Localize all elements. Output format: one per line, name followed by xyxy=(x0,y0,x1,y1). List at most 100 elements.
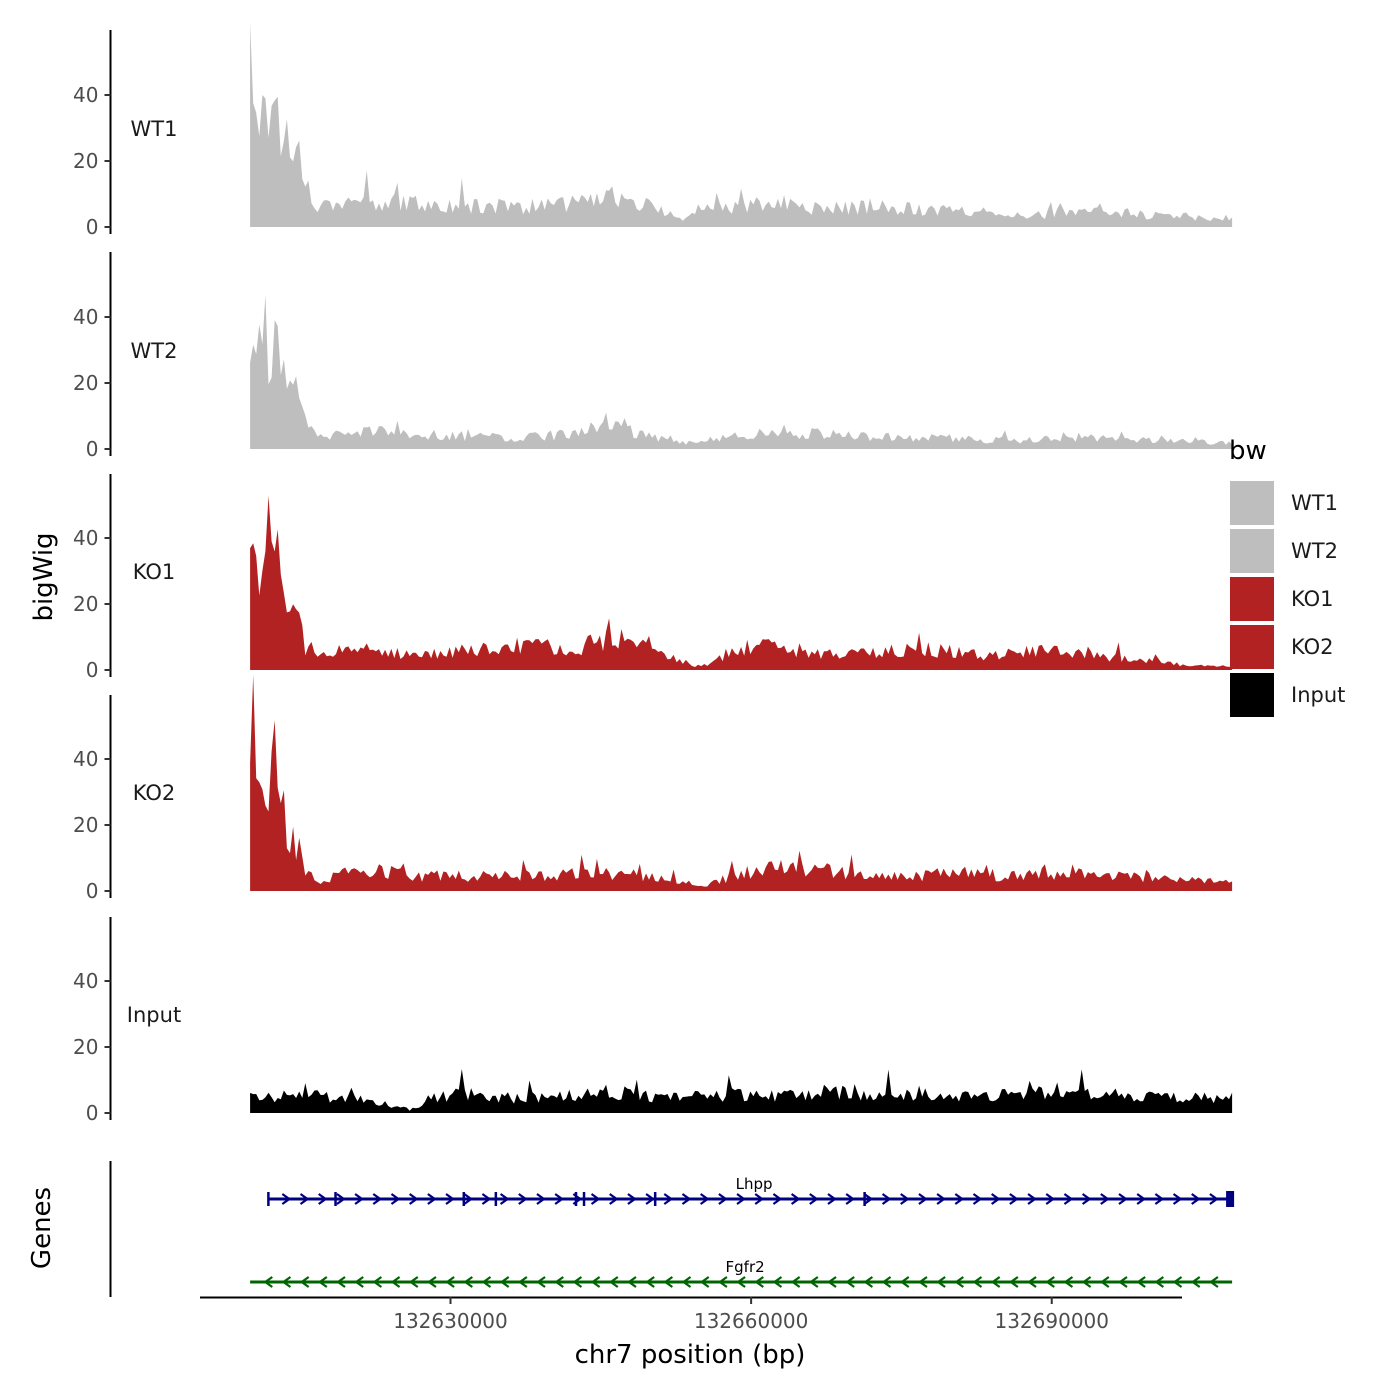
strand-arrow xyxy=(808,1276,819,1288)
strand-arrow xyxy=(463,1193,474,1205)
strand-arrow xyxy=(954,1193,965,1205)
track-label-wt1: WT1 xyxy=(131,117,178,141)
y-tick-label: 0 xyxy=(86,215,99,239)
strand-arrow xyxy=(390,1276,401,1288)
strand-arrow xyxy=(354,1276,364,1288)
strand-arrow xyxy=(990,1276,1001,1288)
strand-arrow xyxy=(299,1276,310,1288)
gene-models: Lhpp Fgfr2 xyxy=(250,1175,1235,1288)
y-tick-label: 40 xyxy=(73,526,98,550)
strand-arrow xyxy=(627,1276,637,1288)
strand-arrow xyxy=(427,1276,437,1288)
exon xyxy=(334,1192,337,1206)
strand-arrow xyxy=(1136,1193,1147,1205)
gene-panel: Genes Lhpp Fgfr2 xyxy=(27,1161,1235,1297)
legend-label-ko1: KO1 xyxy=(1291,587,1334,611)
strand-arrow xyxy=(281,1193,292,1205)
y-tick-label: 20 xyxy=(73,149,98,173)
strand-arrow xyxy=(954,1276,964,1288)
legend-label-wt2: WT2 xyxy=(1291,539,1338,563)
strand-arrow xyxy=(318,1193,328,1205)
strand-arrow xyxy=(445,1276,455,1288)
legend-key-input xyxy=(1230,673,1274,717)
strand-arrow xyxy=(754,1276,764,1288)
strand-arrow xyxy=(317,1276,328,1288)
strand-arrow xyxy=(572,1276,583,1288)
strand-arrow xyxy=(900,1193,910,1205)
strand-arrow xyxy=(1136,1276,1146,1288)
strand-arrow xyxy=(645,1193,655,1205)
strand-arrow xyxy=(590,1276,601,1288)
track-wt1: 0 20 40 WT1 xyxy=(73,22,1233,239)
strand-arrow xyxy=(863,1193,874,1205)
strand-arrow xyxy=(627,1193,637,1205)
strand-arrow xyxy=(1027,1193,1037,1205)
strand-arrow xyxy=(1191,1193,1201,1205)
strand-arrow xyxy=(1154,1276,1164,1288)
strand-arrow xyxy=(1209,1276,1219,1288)
strand-arrow xyxy=(372,1276,383,1288)
track-label-input: Input xyxy=(127,1003,181,1027)
exon xyxy=(462,1192,466,1206)
strand-arrow xyxy=(790,1276,801,1288)
strand-arrow xyxy=(463,1276,473,1288)
strand-arrow xyxy=(1190,1276,1201,1288)
strand-arrow xyxy=(1045,1276,1055,1288)
strand-arrow xyxy=(645,1276,655,1288)
strand-arrow xyxy=(336,1276,346,1288)
strand-arrow xyxy=(1008,1276,1019,1288)
y-tick-label: 20 xyxy=(73,1035,98,1059)
strand-arrow xyxy=(936,1276,946,1288)
strand-arrow xyxy=(681,1276,692,1288)
strand-arrow xyxy=(1063,1276,1074,1288)
strand-arrow xyxy=(1063,1193,1074,1205)
strand-arrow xyxy=(408,1276,419,1288)
coverage-area-ko1 xyxy=(250,495,1233,670)
y-tick-label: 20 xyxy=(73,371,98,395)
coverage-area-wt2 xyxy=(250,294,1233,449)
x-tick-label: 132660000 xyxy=(694,1309,809,1333)
y-tick-label: 20 xyxy=(73,592,98,616)
x-tick-label: 132690000 xyxy=(994,1309,1109,1333)
strand-arrow xyxy=(590,1193,601,1205)
strand-arrow xyxy=(445,1193,455,1205)
coverage-area-wt1 xyxy=(250,22,1233,228)
strand-arrow xyxy=(499,1193,510,1205)
strand-arrow xyxy=(427,1193,437,1205)
legend: bw WT1 WT2 KO1 KO2 Input xyxy=(1229,436,1345,717)
strand-arrow xyxy=(736,1276,746,1288)
strand-arrow xyxy=(845,1193,856,1205)
legend-title: bw xyxy=(1229,436,1267,466)
exon xyxy=(494,1192,498,1206)
y-axis-title: bigWig xyxy=(29,532,59,621)
y-tick-label: 0 xyxy=(86,1101,99,1125)
y-tick-label: 0 xyxy=(86,879,99,903)
strand-arrow xyxy=(518,1193,528,1205)
strand-arrow xyxy=(499,1276,510,1288)
coverage-tracks: 0 20 40 WT1 0 20 40 WT2 0 20 40 KO1 0 20 40 KO2 0 20 40 Inp… xyxy=(73,22,1233,1125)
track-label-ko1: KO1 xyxy=(133,560,176,584)
y-tick-label: 40 xyxy=(73,969,98,993)
exon xyxy=(863,1192,866,1206)
strand-arrow xyxy=(1009,1193,1019,1205)
strand-arrow xyxy=(1209,1193,1219,1205)
legend-key-ko1 xyxy=(1230,577,1274,621)
strand-arrow xyxy=(1154,1193,1165,1205)
strand-arrow xyxy=(1027,1276,1037,1288)
exon xyxy=(582,1192,586,1206)
legend-key-wt1 xyxy=(1230,481,1274,525)
legend-label-ko2: KO2 xyxy=(1291,635,1334,659)
strand-arrow xyxy=(718,1193,728,1205)
strand-arrow xyxy=(991,1193,1001,1205)
strand-arrow xyxy=(845,1276,855,1288)
strand-arrow xyxy=(863,1276,874,1288)
strand-arrow xyxy=(299,1193,310,1205)
strand-arrow xyxy=(536,1193,546,1205)
gene-label-lhpp: Lhpp xyxy=(736,1175,773,1193)
strand-arrow xyxy=(700,1193,710,1205)
x-axis-title: chr7 position (bp) xyxy=(575,1340,806,1370)
strand-arrow xyxy=(1045,1193,1056,1205)
strand-arrow xyxy=(827,1276,837,1288)
strand-arrow xyxy=(936,1193,946,1205)
coverage-area-input xyxy=(250,1069,1233,1113)
